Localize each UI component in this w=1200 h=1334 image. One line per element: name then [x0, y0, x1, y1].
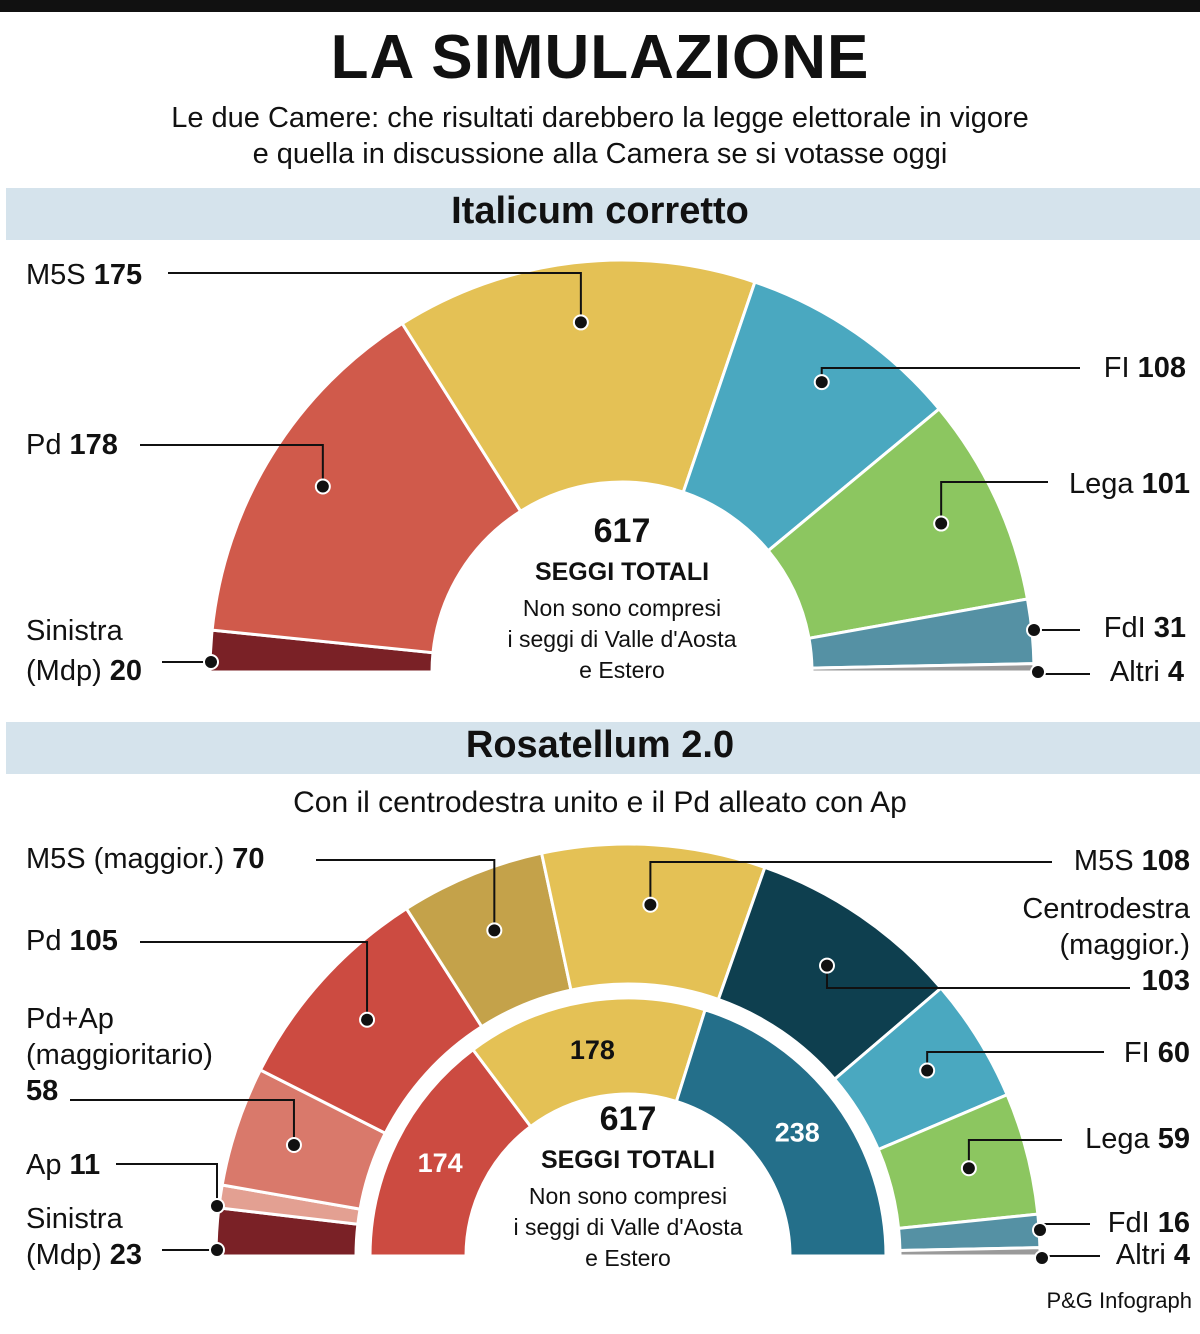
rosatellum-label-4-0: M5S (maggior.) 70 — [26, 843, 265, 875]
rosatellum-label-6-2: 103 — [1142, 965, 1190, 997]
rosatellum-label-3-0: Pd 105 — [26, 925, 118, 957]
italicum-slice-2 — [400, 258, 757, 514]
rosatellum-label-2-0: Pd+Ap — [26, 1003, 114, 1035]
section-title-italicum: Italicum corretto — [451, 190, 749, 232]
rosatellum-label-10-line — [1041, 1255, 1100, 1258]
italicum-label-2-dot — [572, 314, 589, 331]
italicum-label-0: Sinistra — [26, 615, 124, 647]
italicum-label-0-dot — [203, 654, 219, 670]
rosatellum-label-8-dot — [960, 1160, 977, 1177]
rosatellum-label-6-dot — [818, 957, 835, 974]
rosatellum-inner-slice-2 — [674, 1007, 888, 1258]
rosatellum-inner-label-0: 174 — [418, 1148, 463, 1178]
italicum-center-note-2: e Estero — [579, 657, 665, 683]
rosatellum-label-5-line — [649, 861, 1052, 905]
italicum-center-total-label: SEGGI TOTALI — [535, 558, 709, 586]
rosatellum-center-note-0: Non sono compresi — [529, 1183, 727, 1209]
rosatellum-label-7-dot — [919, 1062, 936, 1079]
italicum-label-4-dot — [933, 515, 950, 532]
section-band-italicum — [6, 188, 1200, 240]
rosatellum-label-5-dot — [642, 896, 659, 913]
italicum-label-2-line — [168, 272, 582, 323]
italicum-center-total: 617 — [594, 512, 651, 550]
rosatellum-label-6-1: (maggior.) — [1059, 929, 1190, 961]
rosatellum-label-2-dot — [285, 1137, 302, 1154]
italicum-label-1: Pd 178 — [26, 429, 118, 461]
rosatellum-subtitle: Con il centrodestra unito e il Pd alleat… — [293, 786, 907, 819]
page-subtitle: Le due Camere: che risultati darebbero l… — [0, 100, 1200, 172]
rosatellum-inner-label-1: 178 — [570, 1035, 615, 1065]
italicum-label-6-dot — [1030, 664, 1046, 680]
rosatellum-inner-label-2: 238 — [775, 1118, 820, 1148]
rosatellum-center-total: 617 — [600, 1100, 657, 1138]
rosatellum-outer-slice-10 — [898, 1246, 1042, 1258]
italicum-label-2: M5S 175 — [26, 259, 142, 291]
section-band-rosatellum — [6, 722, 1200, 774]
italicum-slice-1 — [210, 321, 523, 655]
rosatellum-label-0-dot — [209, 1242, 225, 1258]
italicum-label-1-line — [140, 444, 324, 487]
italicum-label-5-dot — [1026, 622, 1042, 638]
italicum-label-3: FI 108 — [1104, 352, 1186, 384]
rosatellum-center-note-2: e Estero — [585, 1245, 671, 1271]
rosatellum-label-6-0: Centrodestra — [1022, 893, 1191, 925]
rosatellum-label-1-dot — [209, 1198, 225, 1214]
source-credit: P&G Infograph — [1046, 1288, 1192, 1313]
rosatellum-center-note-1: i seggi di Valle d'Aosta — [514, 1214, 743, 1240]
italicum-label-3-dot — [813, 374, 830, 391]
page-title: LA SIMULAZIONE — [330, 23, 870, 92]
rosatellum-center-total-label: SEGGI TOTALI — [541, 1146, 715, 1174]
rosatellum-label-3-line — [140, 941, 369, 1020]
rosatellum-label-0-1: (Mdp) 23 — [26, 1239, 142, 1271]
italicum-label-6: Altri 4 — [1110, 656, 1184, 688]
rosatellum-label-9-dot — [1032, 1222, 1048, 1238]
italicum-center-note-1: i seggi di Valle d'Aosta — [508, 626, 737, 652]
subtitle-line-1: Le due Camere: che risultati darebbero l… — [171, 102, 1029, 134]
rosatellum-label-8-line — [967, 1139, 1062, 1169]
italicum-center-note-0: Non sono compresi — [523, 595, 721, 621]
italicum-label-5: FdI 31 — [1104, 612, 1186, 644]
rosatellum-label-0-0: Sinistra — [26, 1203, 124, 1235]
top-rule — [0, 0, 1200, 12]
rosatellum-label-5-0: M5S 108 — [1074, 845, 1190, 877]
rosatellum-label-4-dot — [486, 922, 503, 939]
rosatellum-label-10-dot — [1034, 1250, 1050, 1266]
italicum-label-0-b: (Mdp) 20 — [26, 655, 142, 687]
rosatellum-label-3-dot — [359, 1011, 376, 1028]
rosatellum-label-2-line — [70, 1099, 295, 1146]
rosatellum-label-1-line — [116, 1163, 218, 1206]
rosatellum-label-10-0: Altri 4 — [1116, 1239, 1190, 1271]
subtitle-line-2: e quella in discussione alla Camera se s… — [252, 138, 948, 170]
rosatellum-label-7-0: FI 60 — [1124, 1037, 1190, 1069]
rosatellum-label-1-0: Ap 11 — [26, 1149, 100, 1181]
italicum-label-4: Lega 101 — [1069, 468, 1190, 500]
rosatellum-label-9-0: FdI 16 — [1108, 1207, 1190, 1239]
italicum-label-1-dot — [314, 478, 331, 495]
section-title-rosatellum: Rosatellum 2.0 — [465, 724, 735, 766]
italicum-label-4-line — [940, 481, 1048, 524]
rosatellum-label-2-1: (maggioritario) — [26, 1039, 213, 1071]
rosatellum-label-4-line — [316, 859, 496, 931]
rosatellum-label-2-2: 58 — [26, 1075, 58, 1107]
rosatellum-label-8-0: Lega 59 — [1085, 1123, 1190, 1155]
